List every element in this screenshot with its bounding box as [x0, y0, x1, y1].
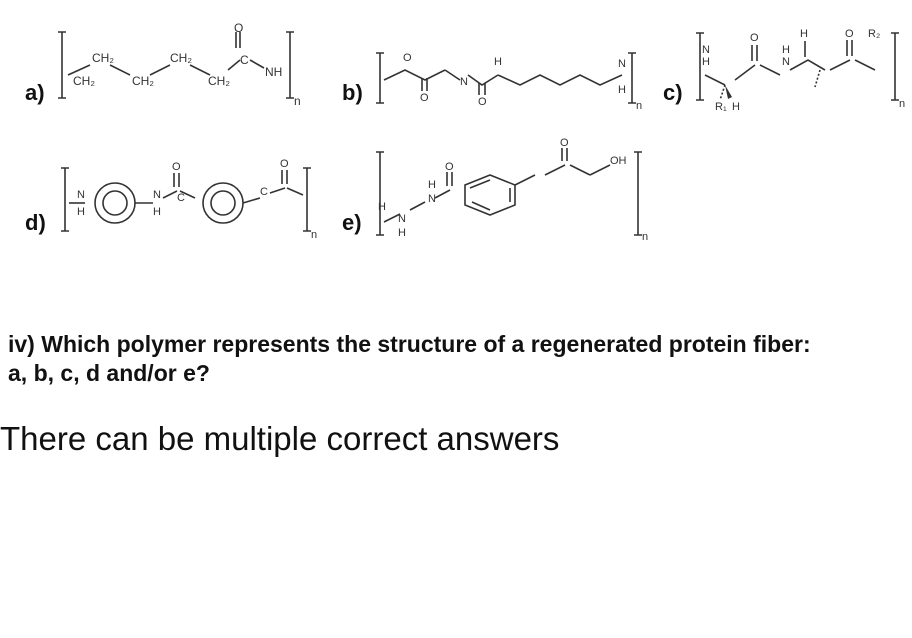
atom-h: H [618, 84, 626, 96]
atom-r1: R₁ [715, 101, 727, 113]
structure-b: O O H N O N H n [370, 45, 650, 115]
atom-n: N [460, 76, 468, 88]
repeat-n: n [642, 231, 648, 243]
question-text: iv) Which polymer represents the structu… [8, 330, 898, 388]
repeat-n: n [294, 94, 301, 108]
atom-nh: NH [265, 65, 282, 79]
atom-ch2: CH₂ [208, 74, 230, 88]
atom-o: O [403, 52, 412, 64]
label-e: e) [342, 210, 362, 236]
atom-n: N [77, 189, 85, 201]
atom-c: C [177, 192, 185, 204]
question-line1: iv) Which polymer represents the structu… [8, 331, 811, 357]
repeat-n: n [311, 229, 317, 241]
atom-ch2: CH₂ [92, 51, 114, 65]
atom-o: O [445, 161, 454, 173]
atom-n: N [398, 213, 406, 225]
atom-r2: R₂ [868, 28, 880, 40]
atom-h: H [732, 101, 740, 113]
structure-a: CH₂ CH₂ CH₂ CH₂ CH₂ C O NH n [50, 20, 310, 115]
repeat-n: n [899, 98, 905, 110]
atom-h: H [153, 206, 161, 218]
atom-h: H [398, 227, 406, 239]
label-a: a) [25, 80, 45, 106]
atom-c: C [240, 53, 249, 67]
atom-o: O [560, 137, 569, 149]
structure-c: H N O N H R₁ H H O R₂ n [690, 15, 912, 115]
chemical-structures-panel: a) CH₂ CH₂ CH₂ CH₂ CH₂ C O NH n b) [20, 15, 890, 255]
atom-o: O [478, 96, 487, 108]
atom-h: H [782, 44, 790, 56]
atom-o: O [172, 161, 181, 173]
label-d: d) [25, 210, 46, 236]
atom-n: N [782, 56, 790, 68]
atom-n: N [702, 44, 710, 56]
question-line2: a, b, c, d and/or e? [8, 360, 210, 386]
atom-n: N [153, 189, 161, 201]
atom-o: O [280, 158, 289, 170]
atom-c: C [260, 186, 268, 198]
repeat-n: n [636, 100, 642, 112]
atom-o: O [845, 28, 854, 40]
atom-h: H [378, 201, 386, 213]
atom-n: N [428, 193, 436, 205]
atom-o: O [234, 21, 243, 35]
label-c: c) [663, 80, 683, 106]
atom-ch2: CH₂ [132, 74, 154, 88]
atom-ch2: CH₂ [73, 74, 95, 88]
structure-d: N H N H C O C O n [55, 143, 325, 243]
atom-h: H [77, 206, 85, 218]
atom-h: H [428, 179, 436, 191]
atom-o: O [750, 32, 759, 44]
atom-h: H [702, 56, 710, 68]
atom-o: O [420, 92, 429, 104]
atom-n: N [618, 58, 626, 70]
structure-e: H N H N H O O OH n [370, 130, 655, 245]
hint-text: There can be multiple correct answers [0, 420, 559, 458]
atom-h: H [800, 28, 808, 40]
atom-oh: OH [610, 155, 627, 167]
atom-h: H [494, 56, 502, 68]
atom-ch2: CH₂ [170, 51, 192, 65]
label-b: b) [342, 80, 363, 106]
